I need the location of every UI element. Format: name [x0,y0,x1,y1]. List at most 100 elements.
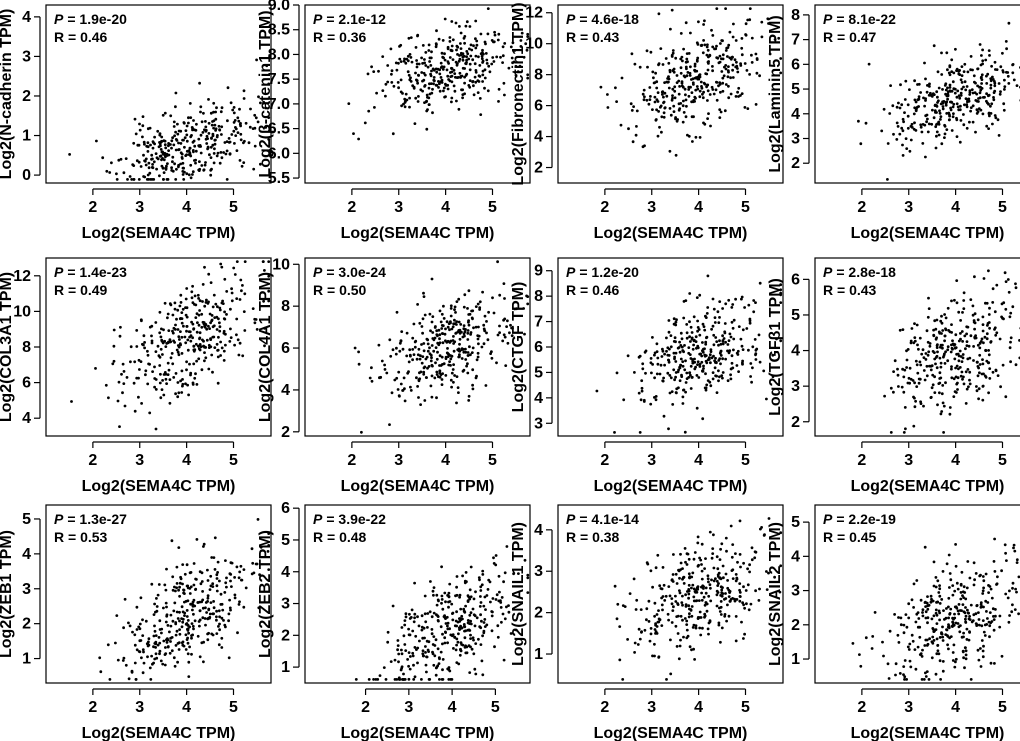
chart-4-point [181,378,184,381]
chart-10-point [758,587,761,591]
chart-9-point [423,612,427,616]
chart-10-point [691,571,695,575]
chart-7-point [940,410,944,413]
chart-9-point [447,591,451,595]
chart-4-point [70,400,73,403]
chart-1-point [413,122,417,125]
chart-5-point [465,364,468,368]
chart-9-point [429,580,432,583]
chart-4-point [174,392,178,396]
chart-5-point [383,368,387,371]
chart-4-point [150,341,154,345]
chart-0-point [218,161,222,165]
chart-8-point [204,623,207,627]
chart-9-point [407,677,411,681]
chart-10-point [709,599,713,603]
chart-5-point [449,364,452,367]
chart-9-point [411,651,415,655]
chart-9-point [502,580,505,584]
chart-4-point [191,322,195,326]
chart-2-point [702,81,706,85]
chart-11-point [918,635,922,639]
chart-2-point [682,47,685,51]
chart-0-point [201,131,205,134]
chart-3-point [993,84,997,88]
chart-5-point [457,391,460,394]
chart-8-point [188,571,192,575]
chart-5-point [370,379,374,383]
chart-9-point [426,626,429,629]
chart-3-point [956,105,960,109]
chart-3-point [908,88,911,91]
chart-10-point [687,592,691,596]
chart-5-point [464,358,468,361]
chart-1-point [430,69,433,73]
chart-10-point [632,577,636,581]
chart-1-point [442,86,446,90]
chart-11-point [986,617,989,620]
chart-7-point [928,344,932,348]
chart-9-point [481,673,485,677]
chart-1-point [430,91,434,95]
chart-3-point [904,79,908,83]
chart-11-point [996,575,999,579]
chart-1-point [450,49,454,53]
chart-4-point [228,340,232,343]
chart-11-point [983,623,987,627]
chart-11-point [981,575,985,578]
chart-5-point [413,345,417,349]
chart-7-point [914,359,918,363]
chart-8-point [230,585,233,588]
chart-7-point [943,352,946,356]
chart-10-point [724,592,727,595]
chart-9-point [503,617,507,621]
chart-2-point [721,39,724,43]
chart-9-point [421,649,425,653]
chart-11-point [918,653,922,656]
chart-5-point [483,314,487,318]
chart-4-point [236,338,240,342]
chart-6-point [703,353,707,357]
chart-1-point [404,61,408,65]
chart-11-point [995,583,998,586]
chart-2-point [729,92,733,96]
chart-6-p-value-annotation: P = 1.2e-20 [566,264,639,280]
chart-5-point [478,308,481,311]
chart-10-point [690,586,693,590]
chart-0-point [228,152,232,156]
chart-1-point [404,92,408,96]
chart-2-point [746,107,750,110]
chart-11-point [988,635,991,639]
chart-1-point [480,54,484,58]
chart-4-point [191,383,195,386]
chart-3-point [970,88,974,91]
chart-4-point [146,349,149,353]
chart-1-point [497,100,500,103]
chart-3-point [899,83,902,87]
chart-1-y-axis-title: Log2(β-catenin1 TPM) [257,10,274,177]
chart-2-point [706,48,710,52]
chart-11-point [978,623,981,627]
chart-3-point [926,117,929,121]
chart-0-point [197,169,201,173]
chart-0-point [183,170,186,174]
chart-11-point [926,621,929,625]
chart-1-point [453,89,457,93]
chart-7-point [960,370,964,374]
chart-10-point [657,620,661,624]
chart-11-point [972,583,976,587]
chart-9-point [424,651,427,654]
chart-7-point [943,339,946,343]
chart-8-point [151,662,154,666]
chart-4-point [220,265,224,269]
chart-6-point [696,363,699,366]
chart-11-point [1017,575,1020,579]
chart-6-point [660,355,664,358]
chart-0-point [150,153,154,157]
chart-2-point [684,60,688,64]
chart-6-point [685,331,689,335]
chart-10-point [727,595,731,598]
chart-7-point [976,374,980,378]
chart-7-point [915,385,919,388]
